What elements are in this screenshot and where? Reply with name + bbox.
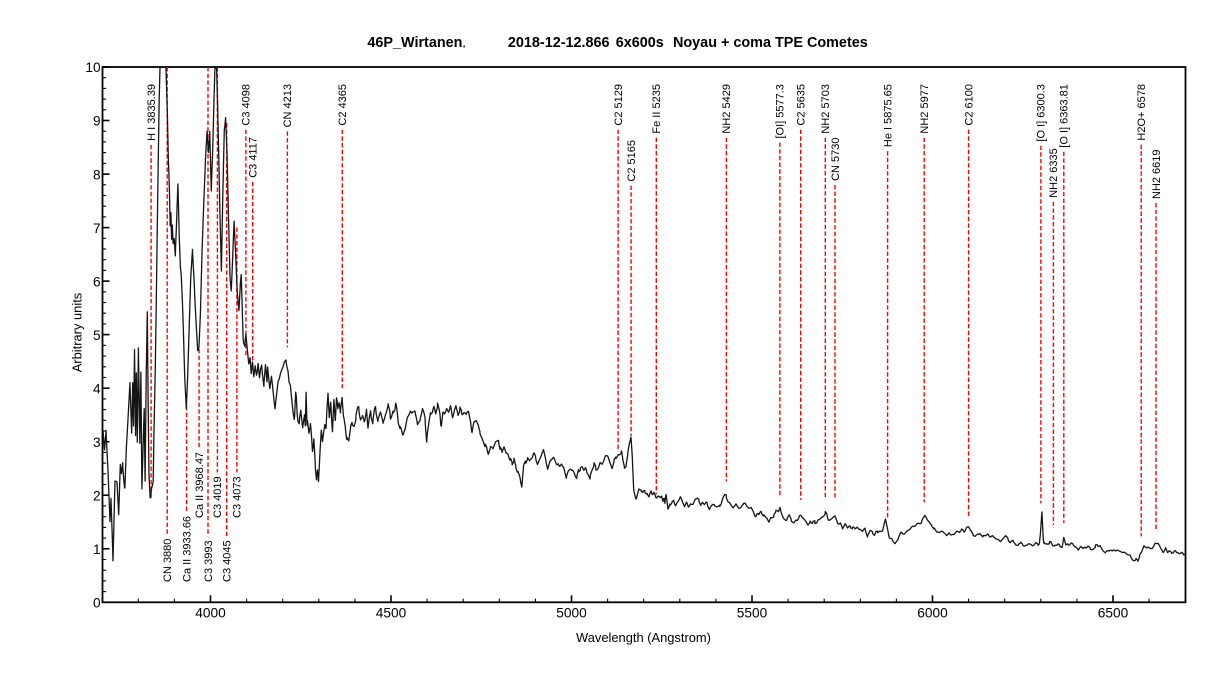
svg-text:46P_Wirtanen: 46P_Wirtanen (367, 35, 462, 51)
svg-text:6500: 6500 (1098, 605, 1129, 620)
svg-text:C3 4019: C3 4019 (212, 476, 224, 518)
svg-text:C2 5165: C2 5165 (626, 140, 638, 182)
svg-text:C2 4365: C2 4365 (337, 84, 349, 126)
svg-text:NH2 6619: NH2 6619 (1151, 149, 1163, 199)
svg-text:Noyau + coma TPE Cometes: Noyau + coma TPE Cometes (673, 35, 868, 51)
svg-text:C2 6100: C2 6100 (963, 84, 975, 126)
svg-text:1: 1 (93, 542, 101, 557)
svg-text:5500: 5500 (737, 605, 768, 620)
svg-text:NH2 5703: NH2 5703 (820, 84, 832, 134)
svg-text:9: 9 (93, 114, 101, 129)
svg-text:CN 5730: CN 5730 (830, 137, 842, 180)
svg-text:6: 6 (93, 274, 101, 289)
svg-text:4: 4 (93, 381, 101, 396)
svg-text:C2 5129: C2 5129 (613, 84, 625, 126)
svg-text:CN 4213: CN 4213 (282, 84, 294, 127)
svg-text:0: 0 (93, 596, 101, 611)
svg-text:C3 4117: C3 4117 (248, 137, 260, 178)
svg-text:6x600s: 6x600s (616, 35, 664, 51)
svg-text:2: 2 (93, 488, 101, 503)
svg-text:4000: 4000 (195, 605, 226, 620)
svg-text:NH2 5977: NH2 5977 (919, 84, 931, 134)
svg-text:5: 5 (93, 328, 101, 343)
svg-text:NH2 6335: NH2 6335 (1048, 148, 1060, 198)
svg-text:2018-12-12.866: 2018-12-12.866 (508, 35, 610, 51)
svg-text:4500: 4500 (376, 605, 407, 620)
svg-text:Ca II 3968.47: Ca II 3968.47 (194, 452, 206, 518)
svg-text:H2O+ 6578: H2O+ 6578 (1136, 84, 1148, 141)
svg-text:CN 3880: CN 3880 (162, 539, 174, 582)
svg-text:3: 3 (93, 435, 101, 450)
svg-text:6000: 6000 (917, 605, 948, 620)
svg-text:10: 10 (85, 60, 101, 75)
svg-text:7: 7 (93, 221, 101, 236)
svg-text:He I 5875.65: He I 5875.65 (882, 84, 894, 147)
svg-text:Wavelength (Angstrom): Wavelength (Angstrom) (576, 630, 711, 645)
svg-text:Fe II 5235: Fe II 5235 (651, 84, 663, 134)
svg-text:H I 3835.39: H I 3835.39 (146, 84, 158, 141)
svg-text:Ca II 3933.66: Ca II 3933.66 (181, 516, 193, 582)
svg-text:C3 4073: C3 4073 (232, 476, 244, 518)
svg-text:NH2 5429: NH2 5429 (721, 84, 733, 134)
svg-text:[OI] 5577.3: [OI] 5577.3 (775, 84, 787, 138)
svg-text:[O I] 6300.3: [O I] 6300.3 (1036, 84, 1048, 141)
svg-text:C3 4045: C3 4045 (222, 540, 234, 582)
svg-text:Arbitrary units: Arbitrary units (70, 293, 85, 373)
svg-text:C2 5635: C2 5635 (796, 84, 808, 126)
svg-text:[O I] 6363.81: [O I] 6363.81 (1059, 84, 1071, 148)
svg-text:8: 8 (93, 167, 101, 182)
svg-text:C3 3993: C3 3993 (203, 540, 215, 582)
svg-text:5000: 5000 (556, 605, 587, 620)
svg-text:C3 4098: C3 4098 (241, 84, 253, 126)
